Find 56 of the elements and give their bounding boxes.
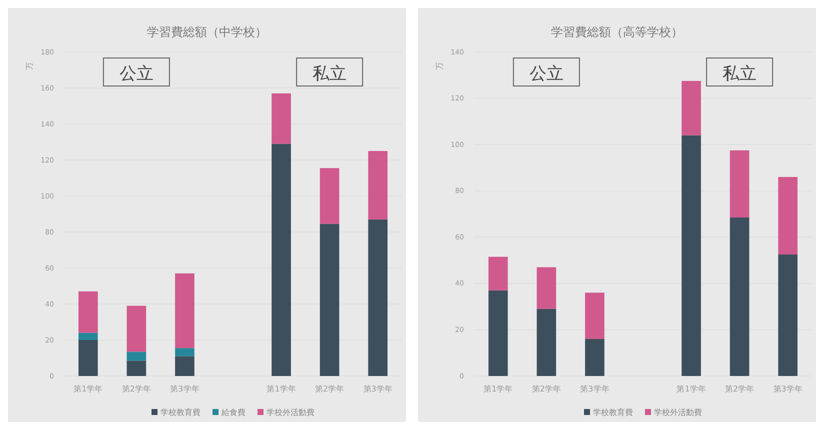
bar <box>126 306 146 352</box>
bar <box>272 93 291 144</box>
chart-title: 学習費総額（高等学校） <box>551 25 683 39</box>
boxed-label: 私立 <box>296 58 364 86</box>
annotation: 私立 <box>312 64 347 84</box>
bar <box>320 168 340 224</box>
bar <box>78 291 98 333</box>
legend-label: 給食費 <box>220 408 246 417</box>
legend-label: 学校教育費 <box>593 408 633 417</box>
bar <box>585 338 604 376</box>
bar <box>175 273 194 348</box>
chart-title: 学習費総額（中学校） <box>147 25 267 39</box>
annotation: 公立 <box>119 64 154 84</box>
y-axis-title: 万 <box>435 62 444 70</box>
bar <box>536 308 556 376</box>
x-tick-label: 第2学年 <box>532 384 561 394</box>
annotation: 公立 <box>529 64 564 84</box>
bar <box>175 348 194 356</box>
x-tick-label: 第1学年 <box>74 384 103 394</box>
boxed-label: 公立 <box>512 58 580 86</box>
bar <box>272 144 291 376</box>
bar <box>730 150 750 218</box>
bar <box>778 176 798 254</box>
x-tick-label: 第2学年 <box>122 384 151 394</box>
bar <box>536 267 556 309</box>
bar <box>368 219 388 376</box>
legend-label: 学校外活動費 <box>266 408 314 417</box>
bar <box>126 360 146 376</box>
y-axis-title: 万 <box>25 62 34 70</box>
boxed-label: 公立 <box>102 58 170 86</box>
x-tick-label: 第2学年 <box>725 384 754 394</box>
bar <box>730 217 750 376</box>
x-tick-label: 第1学年 <box>676 384 706 394</box>
boxed-label: 私立 <box>706 58 774 86</box>
x-tick-label: 第3学年 <box>363 384 392 394</box>
bar <box>682 80 701 136</box>
bar <box>585 292 604 339</box>
bar <box>126 352 146 361</box>
bar <box>488 290 508 376</box>
bar <box>78 340 98 376</box>
bar <box>488 256 508 290</box>
bar <box>320 224 340 376</box>
x-tick-label: 第3学年 <box>170 384 200 394</box>
bar <box>368 151 388 220</box>
x-tick-label: 第2学年 <box>315 384 344 394</box>
bar <box>682 135 701 376</box>
bar <box>778 254 798 376</box>
x-tick-label: 第3学年 <box>773 384 802 394</box>
legend-label: 学校外活動費 <box>654 408 702 417</box>
x-tick-label: 第1学年 <box>266 384 296 394</box>
x-tick-label: 第1学年 <box>484 384 513 394</box>
bar <box>78 332 98 340</box>
bar <box>175 356 194 376</box>
annotation: 私立 <box>722 64 757 84</box>
x-tick-label: 第3学年 <box>580 384 610 394</box>
legend-label: 学校教育費 <box>160 408 200 417</box>
